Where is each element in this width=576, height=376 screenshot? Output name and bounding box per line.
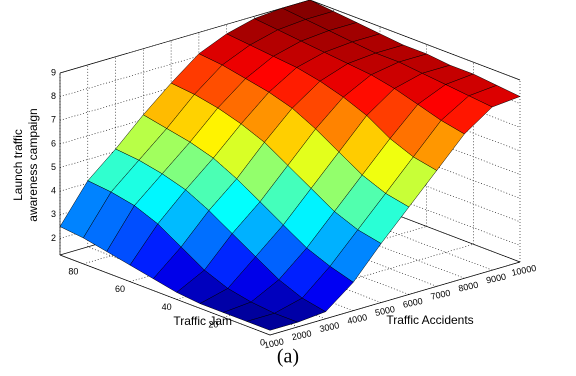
y-tick-label: 40 bbox=[162, 302, 172, 312]
z-tick-label: 7 bbox=[51, 115, 56, 125]
x-tick-label: 1000 bbox=[263, 336, 285, 350]
x-tick-label: 5000 bbox=[374, 304, 396, 318]
x-tick-label: 7000 bbox=[430, 288, 452, 302]
x-tick-label: 4000 bbox=[346, 312, 368, 326]
box-edge bbox=[269, 261, 521, 336]
z-axis-label: Launch traffic awareness campaign bbox=[11, 108, 40, 221]
y-tick-label: 0 bbox=[260, 337, 265, 347]
z-axis-label-line: awareness campaign bbox=[26, 108, 40, 221]
box-edge bbox=[59, 0, 311, 74]
box-edge bbox=[309, 0, 521, 81]
z-tick-label: 5 bbox=[51, 162, 56, 172]
z-tick-label: 4 bbox=[51, 186, 56, 196]
caption: (a) bbox=[277, 346, 299, 368]
z-tick-label: 6 bbox=[51, 138, 56, 148]
box-edge bbox=[59, 254, 271, 336]
z-tick-label: 8 bbox=[51, 91, 56, 101]
x-tick-label: 10000 bbox=[511, 263, 538, 278]
surface-cell bbox=[245, 313, 299, 331]
z-tick-label: 3 bbox=[51, 209, 56, 219]
x-tick-label: 3000 bbox=[319, 320, 341, 334]
z-tick-label: 2 bbox=[51, 233, 56, 243]
y-axis-label: Traffic Jam bbox=[173, 314, 232, 328]
x-tick-label: 9000 bbox=[485, 272, 507, 286]
y-tick-label: 60 bbox=[115, 284, 125, 294]
z-tick-label: 9 bbox=[51, 67, 56, 77]
x-axis-label: Traffic Accidents bbox=[386, 313, 473, 327]
x-tick-label: 6000 bbox=[402, 296, 424, 310]
x-tick-label: 8000 bbox=[457, 280, 479, 294]
z-axis-label-line: Launch traffic bbox=[11, 129, 25, 201]
y-tick-label: 20 bbox=[208, 320, 218, 330]
y-tick-label: 80 bbox=[68, 266, 78, 276]
x-tick-label: 2000 bbox=[291, 328, 313, 342]
